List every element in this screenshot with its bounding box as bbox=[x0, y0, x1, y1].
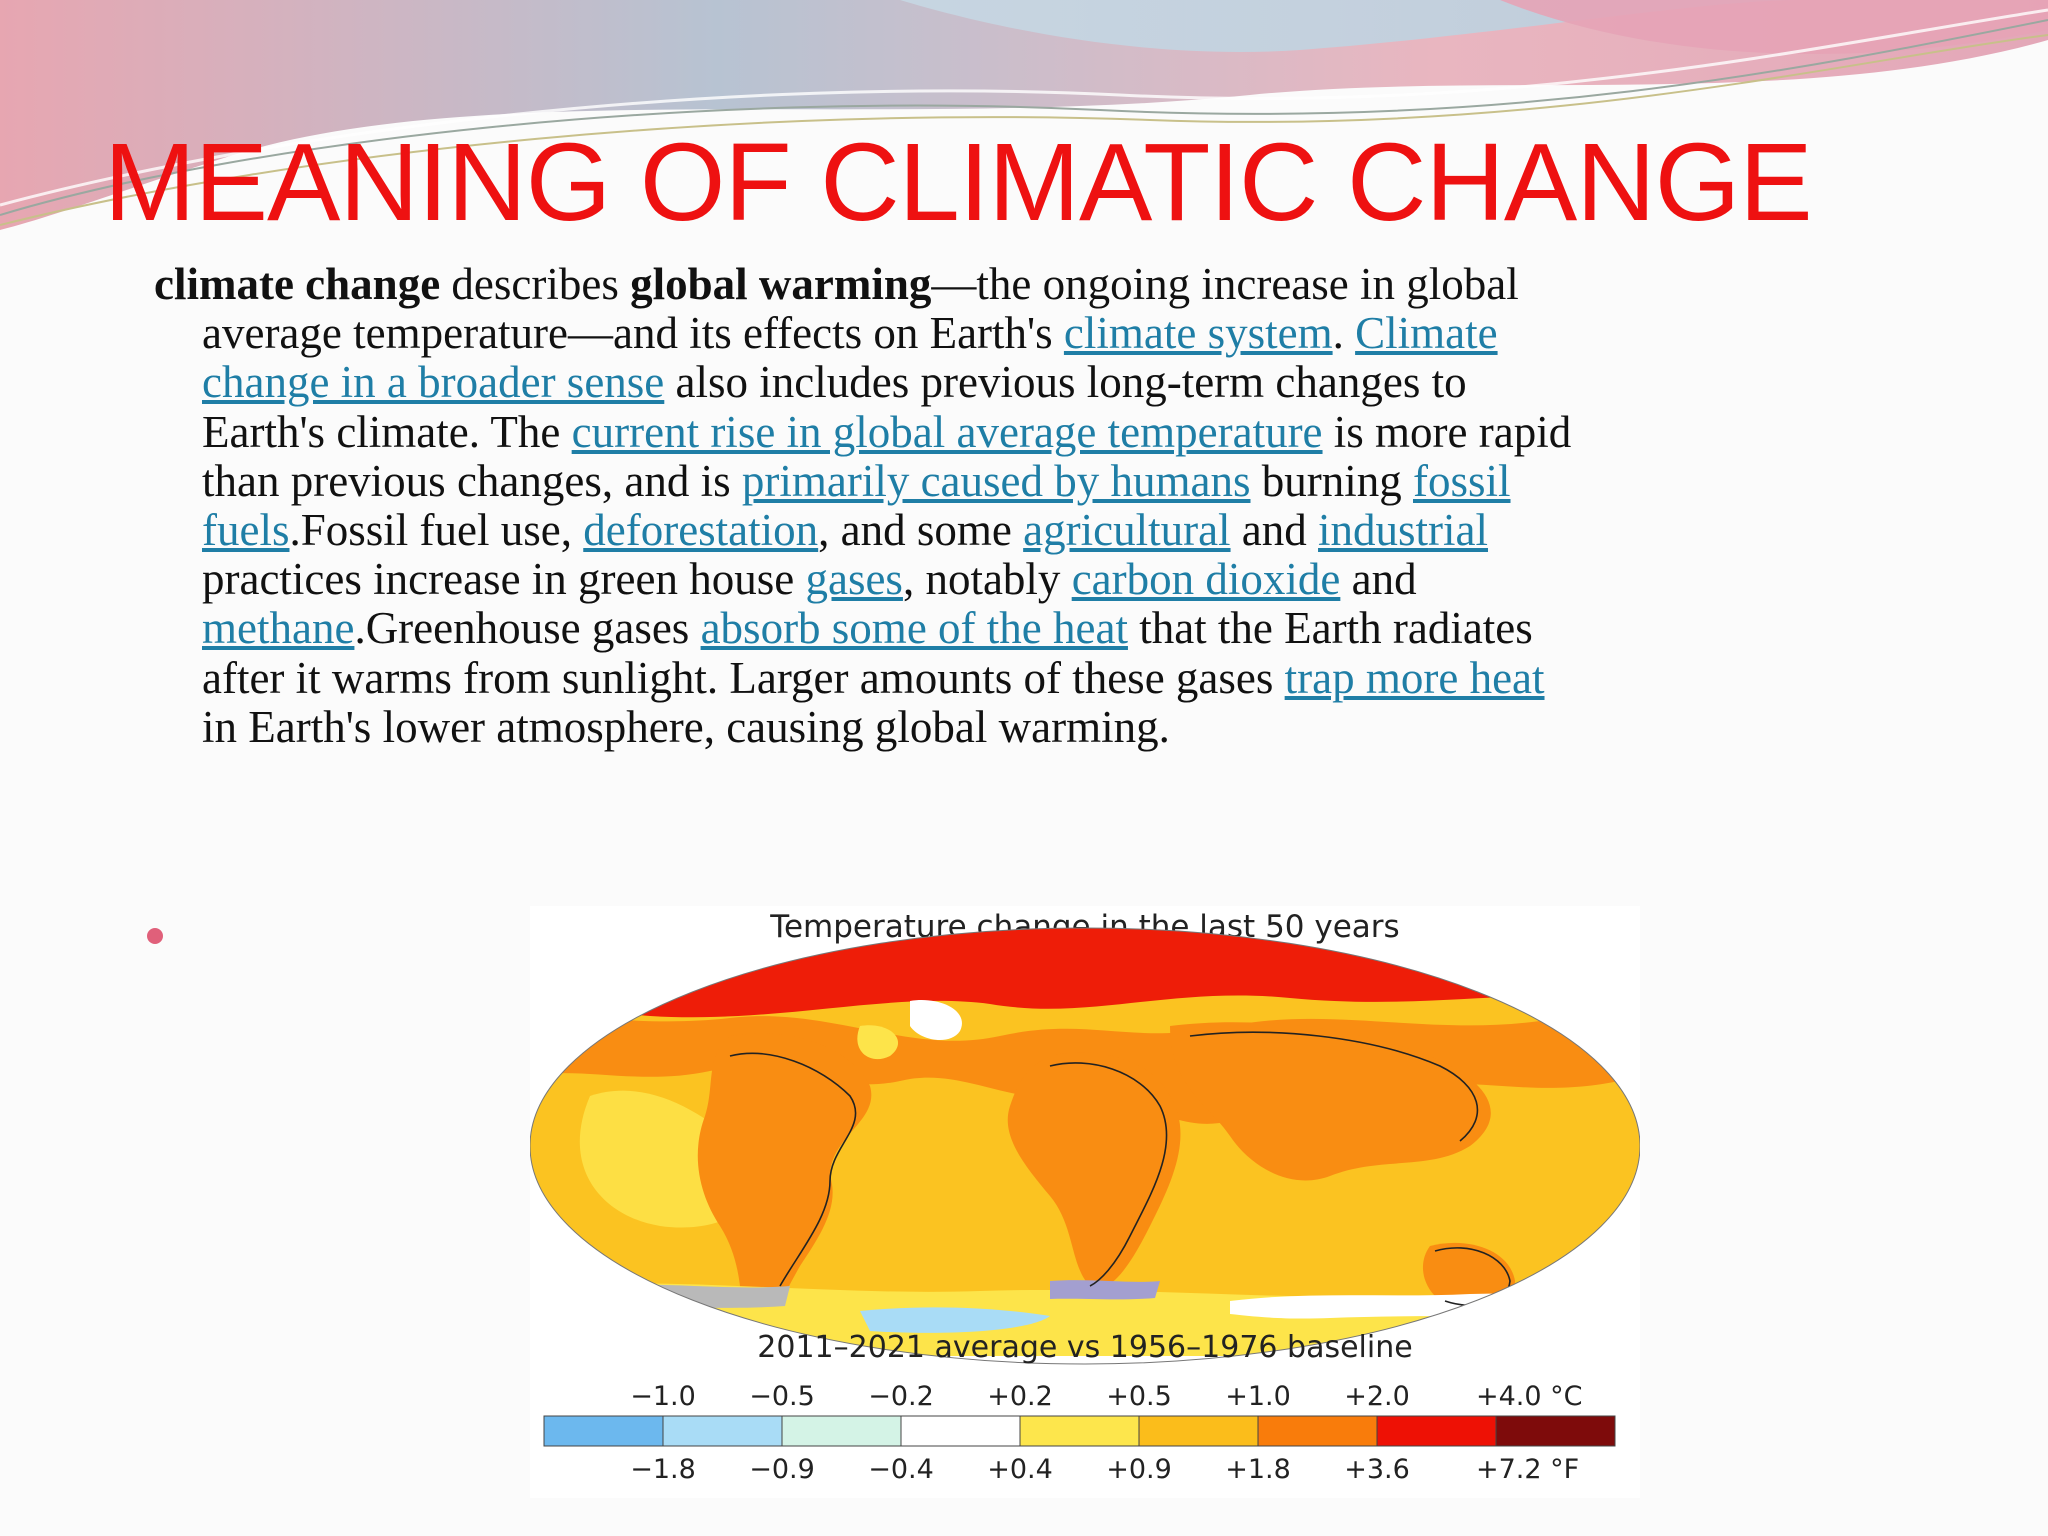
link-industrial[interactable]: industrial bbox=[1318, 505, 1489, 556]
scale-label-fahrenheit: +7.2 °F bbox=[1476, 1454, 1579, 1485]
link-agricultural[interactable]: agricultural bbox=[1023, 505, 1231, 556]
scale-swatch bbox=[781, 1415, 902, 1447]
scale-label-celsius: +2.0 bbox=[1344, 1381, 1410, 1412]
scale-swatch bbox=[662, 1415, 783, 1447]
slide-title: MEANING OF CLIMATIC CHANGE bbox=[104, 121, 1813, 244]
scale-label-fahrenheit: +3.6 bbox=[1344, 1454, 1410, 1485]
link-climate-change-broader-sense[interactable]: Climate change in a broader sense bbox=[202, 308, 1498, 408]
text-run: also includes previous long-term changes… bbox=[202, 357, 1467, 457]
link-current-rise-temperature[interactable]: current rise in global average temperatu… bbox=[571, 406, 1323, 457]
text-run: in Earth's lower atmosphere, causing glo… bbox=[202, 701, 1170, 752]
scale-label-celsius: +0.2 bbox=[987, 1381, 1053, 1412]
scale-label-celsius: +1.0 bbox=[1225, 1381, 1291, 1412]
scale-label-celsius: −0.5 bbox=[749, 1381, 815, 1412]
scale-swatch bbox=[1376, 1415, 1497, 1447]
link-climate-system[interactable]: climate system bbox=[1063, 308, 1333, 359]
text-run: , and some bbox=[818, 505, 1024, 556]
link-primarily-caused-by-humans[interactable]: primarily caused by humans bbox=[741, 455, 1251, 506]
definition-paragraph: climate change describes global warming—… bbox=[154, 259, 1574, 752]
link-deforestation[interactable]: deforestation bbox=[583, 505, 819, 556]
text-run: —the ongoing increase in global average … bbox=[202, 259, 1519, 359]
link-fossil-fuels[interactable]: fossil fuels bbox=[202, 455, 1511, 556]
scale-label-fahrenheit: −0.9 bbox=[749, 1454, 815, 1485]
scale-label-fahrenheit: +1.8 bbox=[1225, 1454, 1291, 1485]
link-trap-more-heat[interactable]: trap more heat bbox=[1284, 652, 1545, 703]
link-methane[interactable]: methane bbox=[202, 603, 355, 654]
scale-label-celsius: −1.0 bbox=[630, 1381, 696, 1412]
scale-label-fahrenheit: −1.8 bbox=[630, 1454, 696, 1485]
map-caption: 2011–2021 average vs 1956–1976 baseline bbox=[757, 1330, 1412, 1365]
text-run: .Greenhouse gases bbox=[354, 603, 701, 654]
scale-swatch bbox=[1495, 1415, 1616, 1447]
scale-label-celsius: −0.2 bbox=[868, 1381, 934, 1412]
term-global-warming: global warming bbox=[630, 259, 932, 309]
scale-swatch bbox=[900, 1415, 1021, 1447]
text-run: burning bbox=[1250, 455, 1413, 506]
scale-swatch bbox=[1138, 1415, 1259, 1447]
world-temperature-map bbox=[530, 928, 1640, 1364]
scale-label-celsius: +0.5 bbox=[1106, 1381, 1172, 1412]
header-wave-decoration bbox=[0, 0, 2048, 230]
link-absorb-some-of-the-heat[interactable]: absorb some of the heat bbox=[700, 603, 1128, 654]
text-run: . bbox=[1332, 308, 1356, 359]
bullet-point bbox=[147, 928, 163, 944]
scale-swatch bbox=[543, 1415, 664, 1447]
scale-swatch bbox=[1019, 1415, 1140, 1447]
text-run: and bbox=[1230, 505, 1319, 556]
scale-label-fahrenheit: +0.9 bbox=[1106, 1454, 1172, 1485]
text-run: practices increase in green house bbox=[202, 554, 806, 605]
link-carbon-dioxide[interactable]: carbon dioxide bbox=[1071, 554, 1341, 605]
temperature-change-map-figure: Temperature change in the last 50 years bbox=[530, 906, 1640, 1498]
scale-label-fahrenheit: +0.4 bbox=[987, 1454, 1053, 1485]
link-gases[interactable]: gases bbox=[805, 554, 903, 605]
scale-swatch bbox=[1257, 1415, 1378, 1447]
text-run: , notably bbox=[902, 554, 1072, 605]
text-run: and bbox=[1340, 554, 1417, 605]
text-run: is more rapid than previous changes, and… bbox=[202, 406, 1572, 506]
term-climate-change: climate change bbox=[154, 259, 441, 309]
temperature-color-scale: −1.0 −0.5 −0.2 +0.2 +0.5 +1.0 +2.0 +4.0 °C −1.8 −… bbox=[543, 1381, 1616, 1485]
text-run: .Fossil fuel use, bbox=[289, 505, 584, 556]
text-run: describes bbox=[440, 259, 631, 309]
text-run: that the Earth radiates after it warms f… bbox=[202, 603, 1533, 703]
scale-label-fahrenheit: −0.4 bbox=[868, 1454, 934, 1485]
scale-label-celsius: +4.0 °C bbox=[1476, 1381, 1583, 1412]
